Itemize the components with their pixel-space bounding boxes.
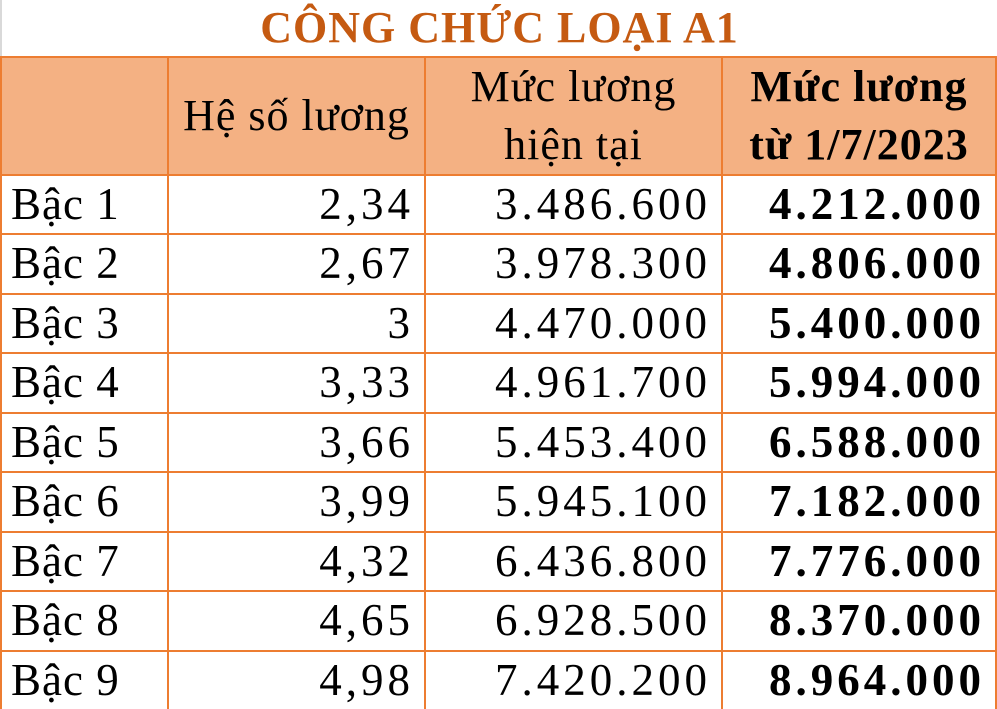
new-salary-cell: 4.212.000 (723, 176, 995, 234)
coefficient-cell: 3 (169, 294, 424, 353)
header-current-salary-cell: Mức lương hiện tại (426, 58, 721, 174)
coefficient-cell: 2,67 (169, 235, 424, 293)
current-salary-cell: 5.945.100 (426, 473, 721, 531)
new-salary-cell: 4.806.000 (723, 235, 995, 293)
row-label-cell: Bậc 8 (2, 592, 167, 650)
new-salary-cell: 5.994.000 (723, 354, 995, 412)
row-label-cell: Bậc 9 (2, 651, 167, 709)
row-label-cell: Bậc 2 (2, 235, 167, 293)
new-salary-cell: 7.182.000 (723, 473, 995, 531)
row-label-cell: Bậc 3 (2, 294, 167, 353)
current-salary-cell: 5.453.400 (426, 413, 721, 472)
header-new-salary-line2: từ 1/7/2023 (749, 120, 969, 169)
current-salary-cell: 6.928.500 (426, 592, 721, 650)
row-label-cell: Bậc 1 (2, 176, 167, 234)
coefficient-cell: 2,34 (169, 176, 424, 234)
row-label-cell: Bậc 7 (2, 532, 167, 591)
current-salary-cell: 3.978.300 (426, 235, 721, 293)
coefficient-cell: 3,99 (169, 473, 424, 531)
current-salary-cell: 3.486.600 (426, 176, 721, 234)
new-salary-cell: 7.776.000 (723, 532, 995, 591)
coefficient-cell: 3,33 (169, 354, 424, 412)
row-label-cell: Bậc 4 (2, 354, 167, 412)
coefficient-cell: 4,32 (169, 532, 424, 591)
header-coefficient-cell: Hệ số lương (169, 58, 424, 174)
current-salary-cell: 6.436.800 (426, 532, 721, 591)
coefficient-cell: 4,65 (169, 592, 424, 650)
header-current-salary-line1: Mức lương (470, 61, 677, 111)
page-title: CÔNG CHỨC LOẠI A1 (260, 3, 739, 52)
title-bar: CÔNG CHỨC LOẠI A1 (0, 0, 997, 56)
header-current-salary-line2: hiện tại (504, 120, 643, 169)
new-salary-cell: 5.400.000 (723, 294, 995, 353)
header-empty-cell (2, 58, 167, 174)
header-new-salary-line1: Mức lương (750, 61, 968, 111)
current-salary-cell: 4.470.000 (426, 294, 721, 353)
new-salary-cell: 6.588.000 (723, 413, 995, 472)
coefficient-cell: 4,98 (169, 651, 424, 709)
header-new-salary-cell: Mức lương từ 1/7/2023 (723, 58, 995, 174)
new-salary-cell: 8.964.000 (723, 651, 995, 709)
new-salary-cell: 8.370.000 (723, 592, 995, 650)
row-label-cell: Bậc 6 (2, 473, 167, 531)
current-salary-cell: 4.961.700 (426, 354, 721, 412)
salary-table: Hệ số lương Mức lương hiện tại Mức lương… (0, 56, 997, 709)
row-label-cell: Bậc 5 (2, 413, 167, 472)
current-salary-cell: 7.420.200 (426, 651, 721, 709)
coefficient-cell: 3,66 (169, 413, 424, 472)
